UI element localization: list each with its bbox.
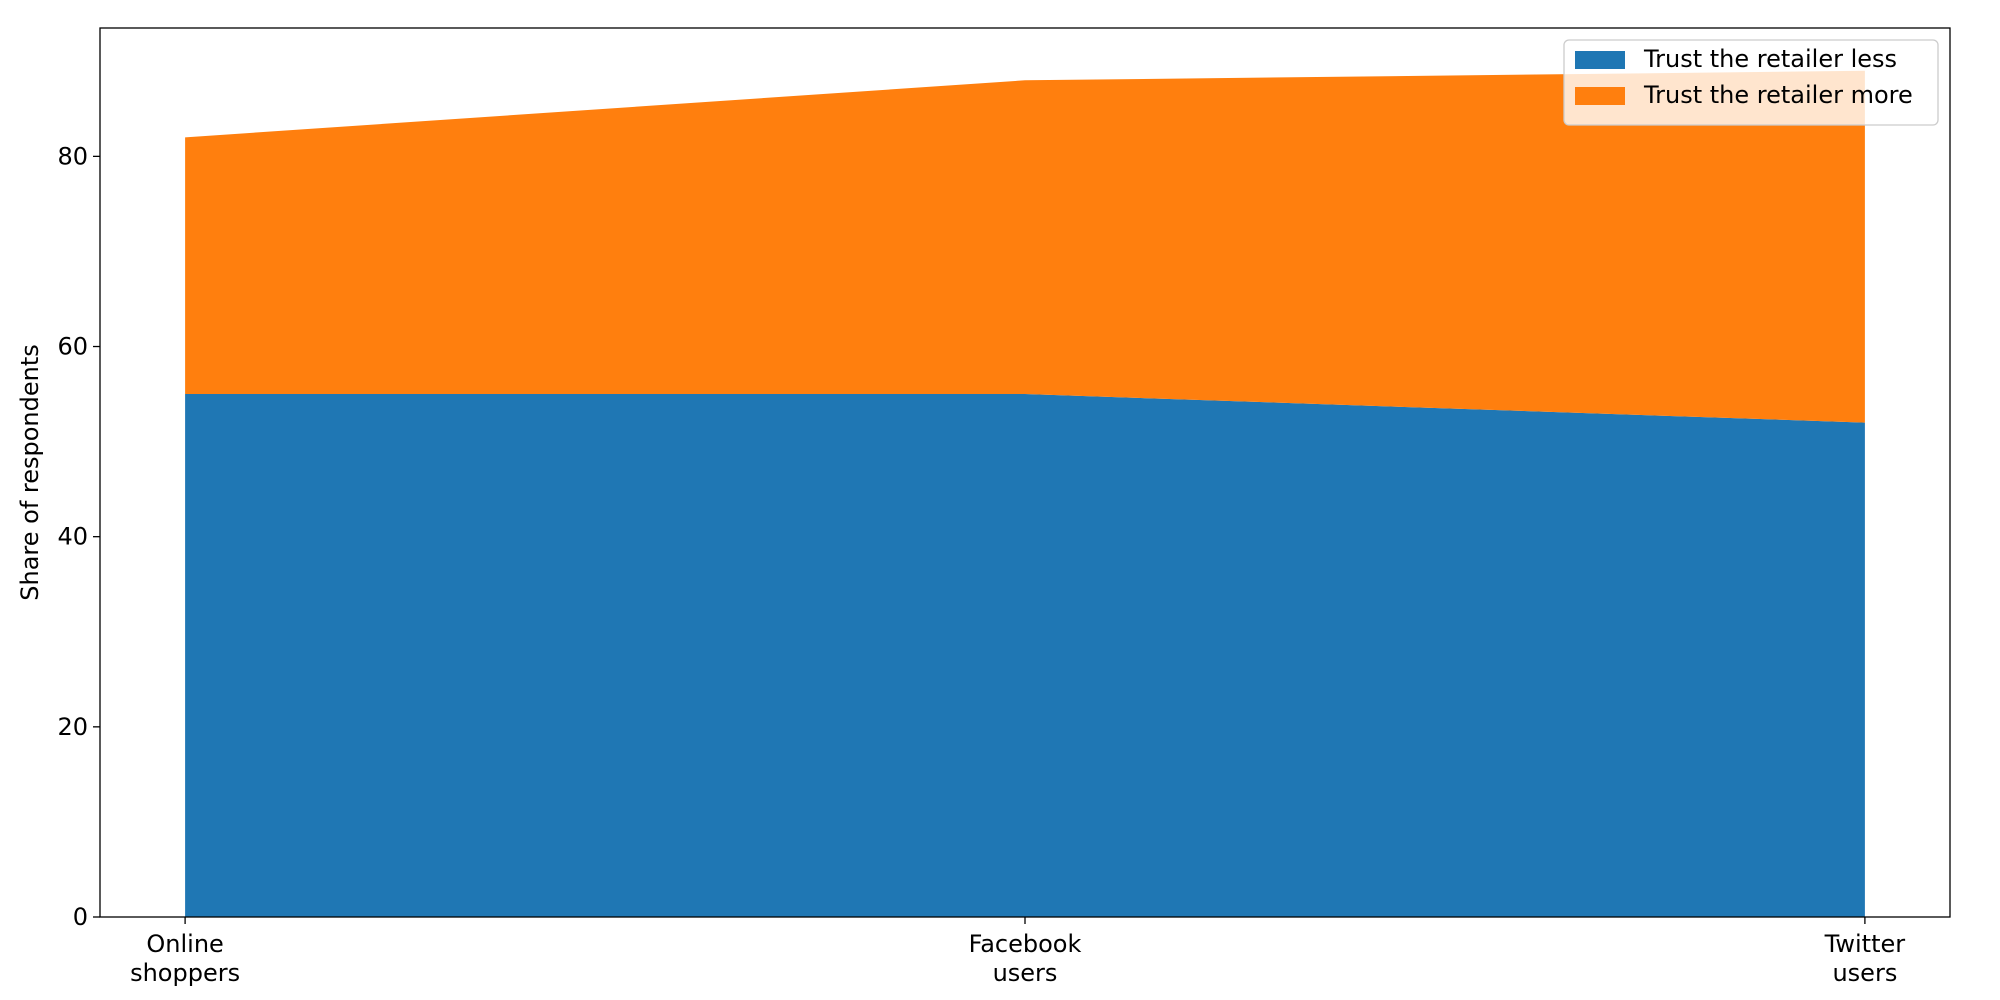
- legend-swatch: [1575, 51, 1625, 69]
- y-tick-label: 20: [57, 713, 88, 741]
- y-tick-label: 0: [73, 903, 88, 931]
- legend: Trust the retailer less Trust the retaile…: [1563, 39, 1939, 126]
- x-tick-label: Twitter users: [1824, 930, 1906, 987]
- legend-label: Trust the retailer more: [1643, 81, 1913, 109]
- y-axis-title: Share of respondents: [16, 344, 44, 601]
- x-tick-label: Facebook users: [969, 930, 1082, 987]
- y-tick-label: 40: [57, 523, 88, 551]
- x-tick-label: Online shoppers: [130, 930, 240, 987]
- area-layer: [185, 70, 1865, 917]
- y-tick-label: 60: [57, 333, 88, 361]
- x-axis: Online shoppers Facebook users Twitter users: [130, 917, 1905, 987]
- legend-swatch: [1575, 87, 1625, 105]
- legend-box: [1563, 39, 1939, 126]
- y-axis: 0 20 40 60 80: [57, 142, 100, 931]
- area-series-1: [185, 394, 1865, 917]
- area-series-2: [185, 70, 1865, 423]
- legend-label: Trust the retailer less: [1643, 45, 1897, 73]
- y-tick-label: 80: [57, 142, 88, 170]
